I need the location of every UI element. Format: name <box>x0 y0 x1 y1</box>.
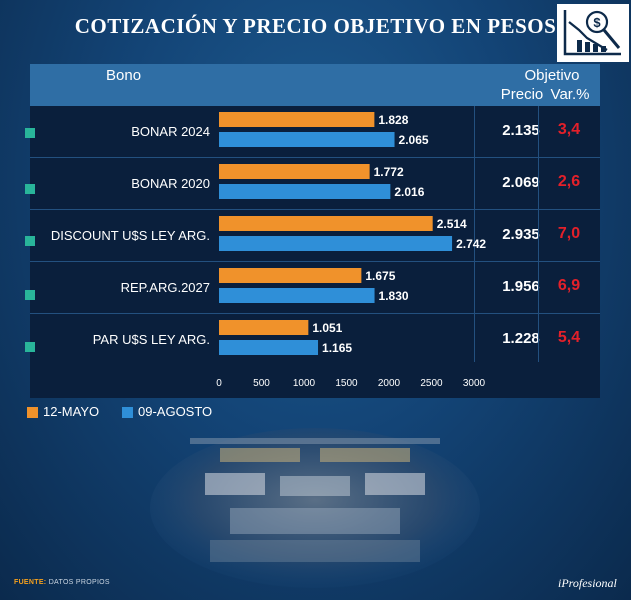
bar-value-label: 1.772 <box>374 165 404 179</box>
bar-09-agosto <box>219 132 395 147</box>
target-price: 1.228 <box>502 330 540 347</box>
variation: 3,4 <box>557 121 581 138</box>
bar-12-mayo <box>219 216 433 231</box>
trading-floor-photo <box>150 428 480 588</box>
bar-value-label: 1.830 <box>379 289 409 303</box>
money-chart-icon: $ <box>557 4 629 62</box>
bar-12-mayo <box>219 268 362 283</box>
variation: 7,0 <box>557 225 581 242</box>
bar-09-agosto <box>219 340 319 355</box>
source-note: FUENTE: DATOS PROPIOS <box>14 579 110 586</box>
x-tick-label: 2500 <box>420 378 443 389</box>
variation: 5,4 <box>557 329 581 346</box>
row-divider <box>30 209 600 210</box>
bar-value-label: 2.065 <box>399 133 429 147</box>
chart-title: COTIZACIÓN Y PRECIO OBJETIVO EN PESOS <box>74 14 557 38</box>
row-divider <box>30 313 600 314</box>
x-tick-label: 1000 <box>293 378 316 389</box>
legend-12-mayo: 12-MAYO <box>43 404 100 419</box>
legend-09-agosto: 09-AGOSTO <box>138 404 213 419</box>
bar-09-agosto <box>219 184 391 199</box>
header-objetivo: Objetivo <box>524 67 580 84</box>
brand-logo: iProfesional <box>558 576 617 590</box>
table-row: PAR U$S LEY ARG. 1.228 5,4 <box>30 314 600 366</box>
bar-12-mayo <box>219 320 309 335</box>
row-divider <box>30 261 600 262</box>
row-marker <box>25 128 35 138</box>
table-row: REP.ARG.2027 1.956 6,9 <box>30 262 600 314</box>
target-price: 1.956 <box>502 278 540 295</box>
bar-09-agosto <box>219 288 375 303</box>
bond-name: BONAR 2020 <box>131 176 210 191</box>
row-divider <box>30 157 600 158</box>
bar-value-label: 2.016 <box>394 185 424 199</box>
row-marker <box>25 290 35 300</box>
target-price: 2.135 <box>502 122 540 139</box>
table-body: BONAR 2024 2.135 3,4 BONAR 2020 2.069 2,… <box>30 106 600 398</box>
row-marker <box>25 184 35 194</box>
table-row: DISCOUNT U$S LEY ARG. 2.935 7,0 <box>30 210 600 262</box>
row-marker <box>25 342 35 352</box>
bar-value-label: 1.675 <box>365 269 395 283</box>
bar-value-label: 1.051 <box>312 321 342 335</box>
table-header: Bono Objetivo Precio Var.% <box>30 64 600 106</box>
bond-name: REP.ARG.2027 <box>120 280 210 295</box>
bar-value-label: 1.165 <box>322 341 352 355</box>
bar-12-mayo <box>219 164 370 179</box>
data-panel: Bono Objetivo Precio Var.% BONAR 2024 2.… <box>30 64 600 398</box>
source-label: FUENTE: <box>14 579 47 586</box>
bond-name: DISCOUNT U$S LEY ARG. <box>50 228 210 243</box>
bar-chart: 1.828 2.065 1.772 2.016 2.514 2.742 1.675 1.830… <box>216 112 486 389</box>
header-precio: Precio <box>500 86 544 103</box>
x-tick-label: 500 <box>253 378 270 389</box>
variation: 2,6 <box>557 173 581 190</box>
bar-value-label: 1.828 <box>378 113 408 127</box>
bond-name: PAR U$S LEY ARG. <box>92 332 210 347</box>
bar-value-label: 2.514 <box>437 217 467 231</box>
table-row: BONAR 2020 2.069 2,6 <box>30 158 600 210</box>
bar-09-agosto <box>219 236 453 251</box>
bond-name: BONAR 2024 <box>131 124 210 139</box>
row-marker <box>25 236 35 246</box>
header-var: Var.% <box>550 86 590 103</box>
column-divider <box>538 106 539 362</box>
target-price: 2.935 <box>502 226 540 243</box>
legend-swatch-12-mayo <box>27 407 38 418</box>
table-row: BONAR 2024 2.135 3,4 <box>30 106 600 158</box>
column-divider <box>474 106 475 362</box>
x-tick-label: 1500 <box>335 378 358 389</box>
variation: 6,9 <box>557 277 581 294</box>
svg-text:$: $ <box>593 15 601 30</box>
x-tick-label: 3000 <box>463 378 486 389</box>
target-price: 2.069 <box>502 174 540 191</box>
x-tick-label: 2000 <box>378 378 401 389</box>
legend-swatch-09-agosto <box>122 407 133 418</box>
source-text: DATOS PROPIOS <box>48 579 110 586</box>
bar-value-label: 2.742 <box>456 237 486 251</box>
header-bono: Bono <box>106 67 142 84</box>
x-tick-label: 0 <box>216 378 222 389</box>
bar-12-mayo <box>219 112 375 127</box>
